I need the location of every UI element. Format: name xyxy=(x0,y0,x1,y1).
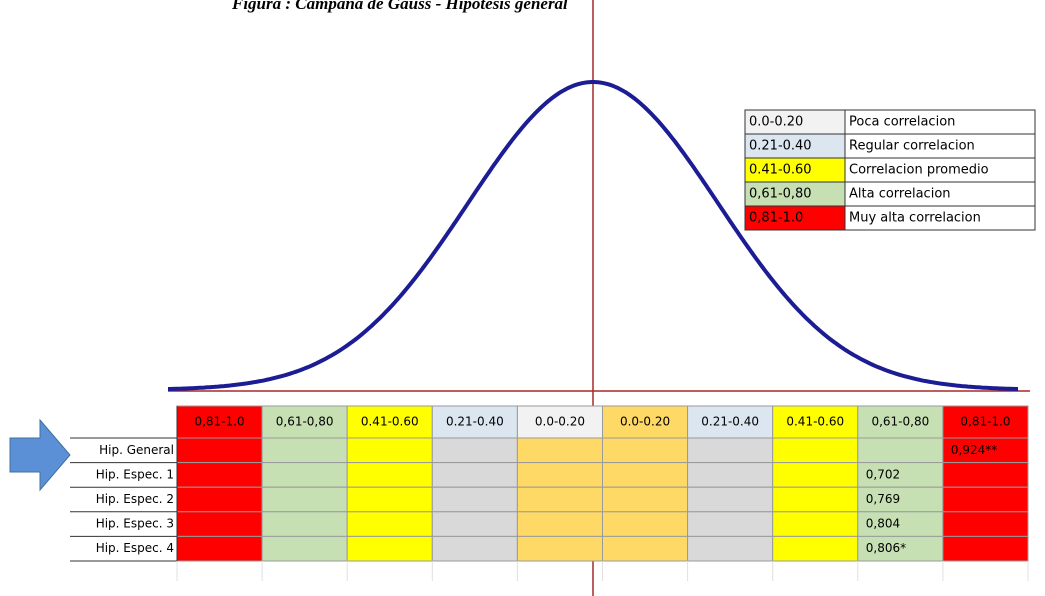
body-cell xyxy=(346,462,433,488)
body-cell xyxy=(772,511,859,537)
body-cell xyxy=(261,511,348,537)
title: Figura : Campana de Gauss - Hipotesis ge… xyxy=(231,0,568,13)
header-text: 0.21-0.40 xyxy=(446,415,504,429)
body-cell xyxy=(261,437,348,464)
body-cell xyxy=(516,511,604,537)
body-cell xyxy=(176,535,263,562)
header-text: 0,61-0,80 xyxy=(276,415,334,429)
body-cell xyxy=(857,437,944,464)
legend-label: Poca correlacion xyxy=(849,115,955,130)
body-cell xyxy=(772,462,859,488)
body-cell xyxy=(516,437,604,464)
header-text: 0,81-1.0 xyxy=(960,415,1010,429)
header-cell xyxy=(516,405,604,439)
cell-value: 0,924** xyxy=(951,443,997,457)
body-cell xyxy=(687,511,774,537)
header-cell xyxy=(431,405,518,439)
cell-value: 0,804 xyxy=(866,517,900,531)
body-cell xyxy=(772,535,859,562)
header-text: 0.21-0.40 xyxy=(701,415,759,429)
legend-label: Correlacion promedio xyxy=(849,163,989,178)
body-cell xyxy=(602,486,689,513)
body-cell xyxy=(942,535,1029,562)
body-cell xyxy=(687,535,774,562)
body-cell xyxy=(942,486,1029,513)
legend-range: 0.21-0.40 xyxy=(749,139,812,154)
header-text: 0.41-0.60 xyxy=(361,415,419,429)
header-text: 0.41-0.60 xyxy=(786,415,844,429)
cell-value: 0,769 xyxy=(866,492,900,506)
arrow xyxy=(9,418,71,492)
body-cell xyxy=(516,462,604,488)
body-cell xyxy=(602,511,689,537)
header-cell xyxy=(687,405,774,439)
body-cell xyxy=(602,462,689,488)
body-cell xyxy=(176,437,263,464)
legend-label: Alta correlacion xyxy=(849,187,951,202)
body-cell xyxy=(261,535,348,562)
row-label: Hip. Espec. 2 xyxy=(96,492,174,506)
body-cell xyxy=(772,437,859,464)
body-cell xyxy=(516,535,604,562)
body-cell xyxy=(602,535,689,562)
row-label: Hip. Espec. 4 xyxy=(96,541,174,555)
row-label: Hip. General xyxy=(99,443,174,457)
cell-value: 0,806* xyxy=(866,541,906,555)
header-text: 0.0-0.20 xyxy=(535,415,585,429)
body-cell xyxy=(431,486,518,513)
body-cell xyxy=(346,486,433,513)
header-cell xyxy=(772,405,859,439)
legend-label: Muy alta correlacion xyxy=(849,211,981,226)
body-cell xyxy=(772,486,859,513)
header-cell xyxy=(346,405,433,439)
body-cell xyxy=(176,511,263,537)
header-cell xyxy=(942,405,1029,439)
body-cell xyxy=(687,462,774,488)
cell-value: 0,702 xyxy=(866,467,900,481)
row-label: Hip. Espec. 1 xyxy=(96,467,174,481)
body-cell xyxy=(687,437,774,464)
body-cell xyxy=(516,486,604,513)
header-text: 0.0-0.20 xyxy=(620,415,670,429)
gauss-curve xyxy=(168,80,1018,391)
body-cell xyxy=(942,511,1029,537)
body-cell xyxy=(857,462,944,488)
body-cell xyxy=(942,462,1029,488)
body-cell xyxy=(346,535,433,562)
body-cell xyxy=(431,437,518,464)
body-cell xyxy=(261,462,348,488)
legend-range-cell xyxy=(744,205,846,231)
legend-range: 0,81-1.0 xyxy=(749,211,803,226)
body-cell xyxy=(687,486,774,513)
legend-range-cell xyxy=(744,109,846,135)
body-cell xyxy=(176,486,263,513)
legend-label-cell xyxy=(844,181,1036,207)
legend-range-cell xyxy=(744,133,846,159)
header-cell xyxy=(857,405,944,439)
body-cell xyxy=(431,511,518,537)
body-cell xyxy=(602,437,689,464)
body-cell xyxy=(261,486,348,513)
legend-label-cell xyxy=(844,109,1036,135)
header-cell xyxy=(602,405,689,439)
header-text: 0,81-1.0 xyxy=(194,415,244,429)
legend-range: 0.0-0.20 xyxy=(749,115,803,130)
header-text: 0,61-0,80 xyxy=(871,415,929,429)
row-label: Hip. Espec. 3 xyxy=(96,517,174,531)
body-cell xyxy=(431,535,518,562)
legend-range: 0.41-0.60 xyxy=(749,163,812,178)
body-cell xyxy=(857,486,944,513)
body-cell xyxy=(176,462,263,488)
body-cell xyxy=(431,462,518,488)
body-cell xyxy=(346,437,433,464)
legend-label: Regular correlacion xyxy=(849,139,975,154)
legend-range: 0,61-0,80 xyxy=(749,187,812,202)
legend-label-cell xyxy=(844,205,1036,231)
header-cell xyxy=(261,405,348,439)
body-cell xyxy=(857,535,944,562)
body-cell xyxy=(346,511,433,537)
